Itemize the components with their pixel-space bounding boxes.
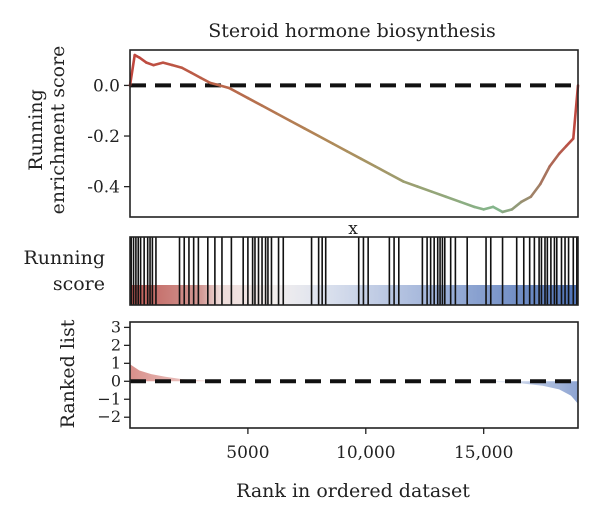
enrichment-curve-segment <box>237 91 250 100</box>
enrichment-curve-segment <box>289 119 306 130</box>
enrichment-ytick-label: 0.0 <box>93 76 120 96</box>
enrichment-curve-segment <box>180 66 193 75</box>
enrichment-curve-segment <box>260 104 278 115</box>
enrichment-ytick-label: -0.4 <box>87 178 120 198</box>
ranked-frame <box>129 321 579 429</box>
enrichment-ylabel-line2: enrichment score <box>47 46 69 215</box>
x-axis-label: Rank in ordered dataset <box>236 480 470 502</box>
enrichment-curve-segment <box>331 142 349 153</box>
ranked-ylabel: Ranked list <box>57 319 79 428</box>
enrichment-ylabel-line1: Running <box>25 89 47 171</box>
enrichment-curve-segment <box>564 137 575 148</box>
hits-ylabel-line1: Running <box>24 247 106 269</box>
enrichment-curve-segment <box>458 200 476 209</box>
enrichment-curve-segment <box>510 200 523 211</box>
enrichment-ytick-label: -0.2 <box>87 127 120 147</box>
enrichment-curve-segment <box>416 185 434 193</box>
enrichment-curve-segment <box>557 144 568 156</box>
ranked-ytick-label: 3 <box>111 317 121 336</box>
chart-title: Steroid hormone biosynthesis <box>208 20 496 42</box>
x-tick-label: 15,000 <box>454 443 513 463</box>
enrichment-curve-segment <box>303 127 320 138</box>
enrichment-curve-segment <box>373 165 391 176</box>
enrichment-curve-segment <box>491 205 504 214</box>
enrichment-curve-segment <box>218 84 231 90</box>
enrichment-curve-segment <box>227 86 240 95</box>
enrichment-curve-segment <box>199 76 212 85</box>
enrichment-curve-segment <box>529 182 542 199</box>
enrichment-curve-segment <box>317 134 335 145</box>
ranked-ytick-label: 0 <box>111 371 121 390</box>
enrichment-curve-segment <box>402 180 419 188</box>
enrichment-curve-segment <box>359 157 377 168</box>
x-tick-label: 10,000 <box>336 443 395 463</box>
enrichment-curve-segment <box>472 205 485 211</box>
enrichment-curve-segment <box>482 205 495 211</box>
x-tick-label: 5000 <box>226 443 269 463</box>
enrichment-frame <box>129 49 579 218</box>
enrichment-panel: Running enrichment score 0.0 -0.2 -0.4 <box>25 46 580 218</box>
enrichment-curve-segment <box>520 195 533 204</box>
ranked-ytick-label: 2 <box>111 335 121 354</box>
ranked-negative-area <box>483 381 578 404</box>
enrichment-curve-segment <box>501 208 514 214</box>
hits-frame <box>129 236 579 306</box>
enrichment-curve-segment <box>190 71 203 80</box>
hits-marker-label: x <box>348 219 358 239</box>
hits-panel: Running score x <box>24 219 579 306</box>
enrichment-curve-segment <box>548 152 561 168</box>
enrichment-curve-segment <box>444 195 462 204</box>
enrichment-curve-segment <box>430 190 448 199</box>
enrichment-curve-segment <box>388 172 405 183</box>
enrichment-curve-segment <box>538 165 552 186</box>
ranked-ytick-label: −2 <box>97 407 121 426</box>
ranked-ytick-label: −1 <box>97 389 121 408</box>
enrichment-curve-segment <box>161 61 174 67</box>
hits-ylabel-line2: score <box>53 273 105 295</box>
ranked-ytick-label: 1 <box>111 353 121 372</box>
enrichment-curve-segment <box>171 63 184 70</box>
enrichment-curve-segment <box>246 96 264 107</box>
enrichment-curve-segment <box>208 81 221 87</box>
hits-heat-strip <box>130 285 578 305</box>
enrichment-curve-segment <box>152 61 165 67</box>
enrichment-curve-segment <box>138 56 148 64</box>
enrichment-curve-segment <box>345 149 363 161</box>
ranked-positive-area <box>130 364 225 382</box>
enrichment-curve-segment <box>274 111 292 123</box>
